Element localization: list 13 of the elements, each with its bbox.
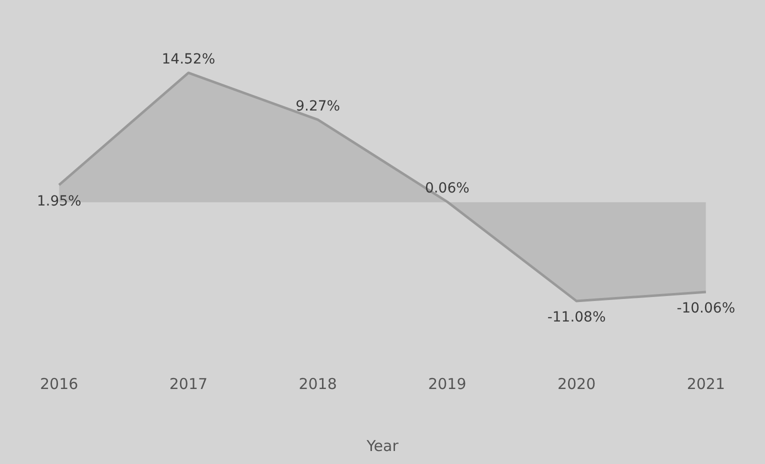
x-tick-label: 2019 <box>428 374 466 393</box>
data-label: 0.06% <box>424 180 470 196</box>
data-label: 9.27% <box>296 98 340 114</box>
data-label: -11.08% <box>547 310 606 326</box>
x-axis-title: Year <box>366 436 400 455</box>
x-tick-label: 2021 <box>686 374 726 393</box>
data-label: 1.95% <box>36 194 82 210</box>
x-tick-label: 2016 <box>40 374 78 393</box>
data-label: -10.06% <box>676 300 736 317</box>
x-tick-label: 2018 <box>298 374 337 393</box>
data-label: 14.52% <box>162 51 216 68</box>
x-tick-label: 2020 <box>557 374 596 393</box>
x-tick-label: 2017 <box>169 374 208 393</box>
